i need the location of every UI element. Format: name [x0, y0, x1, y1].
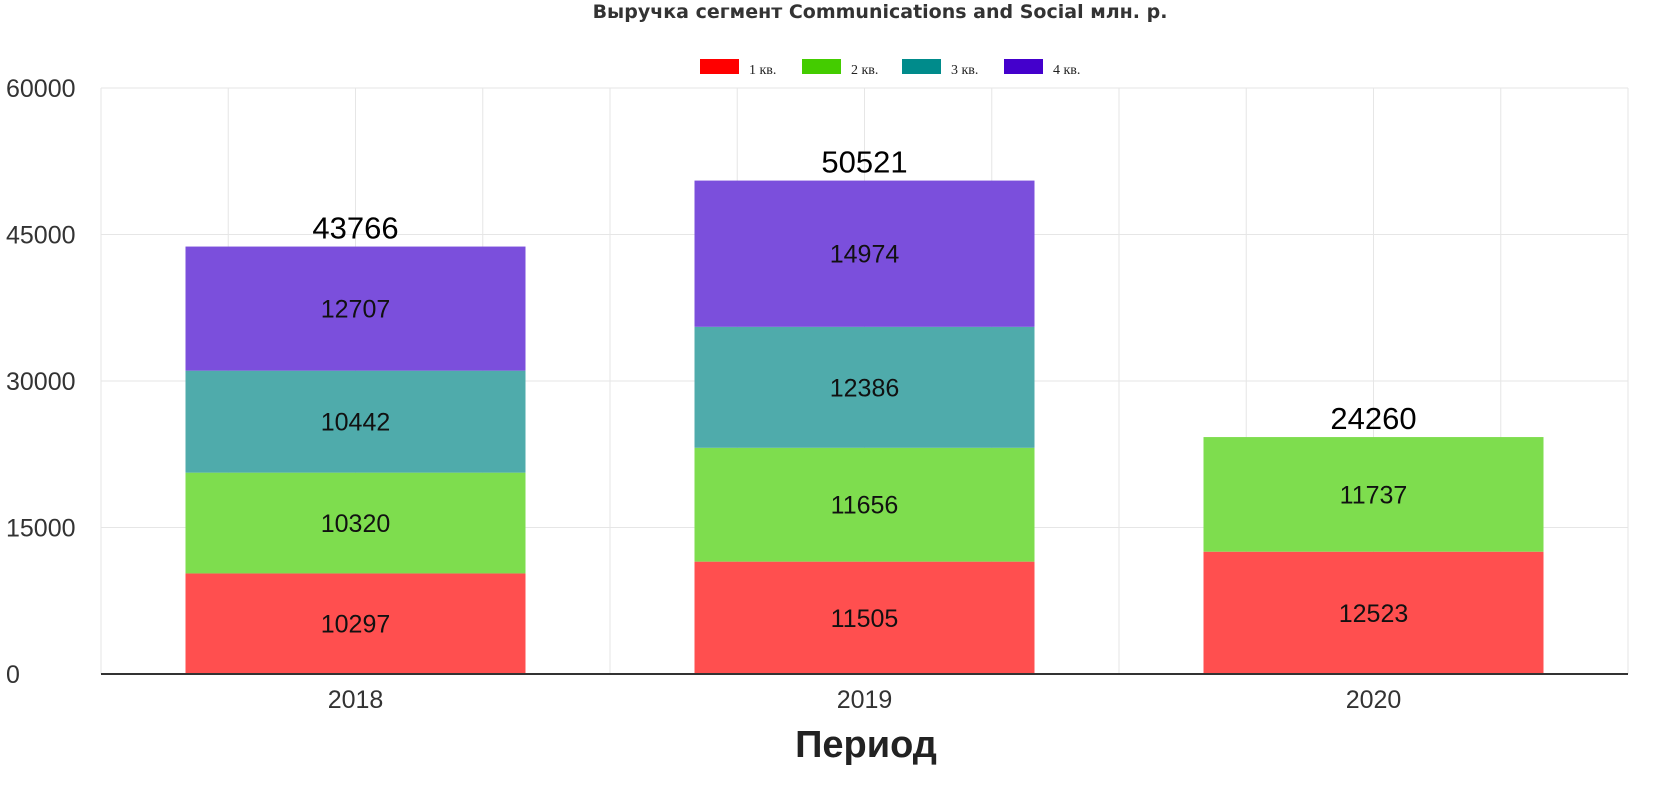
bar-value-label: 12523 [1339, 600, 1409, 628]
legend: 1 кв. 2 кв. 3 кв. 4 кв. [700, 59, 1080, 78]
legend-item-q3[interactable]: 3 кв. [902, 59, 978, 78]
legend-item-q1[interactable]: 1 кв. [700, 59, 776, 78]
bar-value-label: 11737 [1340, 481, 1408, 509]
bar-2018-q4[interactable] [185, 246, 526, 371]
x-tick-label: 2019 [837, 686, 893, 714]
bar-value-label: 10320 [321, 510, 391, 538]
legend-item-q4[interactable]: 4 кв. [1004, 59, 1080, 78]
bar-value-label: 10442 [321, 409, 391, 437]
bar-2019-q3[interactable] [694, 326, 1035, 448]
bar-stack-2018: 10297 10320 10442 12707 43766 [185, 211, 526, 674]
bar-value-label: 10297 [321, 611, 391, 639]
y-tick-label: 15000 [6, 515, 76, 543]
bar-2020-q1[interactable] [1203, 551, 1544, 674]
bar-2018-q3[interactable] [185, 370, 526, 473]
y-tick-label: 30000 [6, 368, 76, 396]
bar-2019-q4[interactable] [694, 180, 1035, 327]
legend-swatch [802, 59, 841, 74]
bar-value-label: 11656 [831, 492, 899, 520]
legend-label: 3 кв. [951, 63, 978, 78]
bar-2019-q2[interactable] [694, 447, 1035, 562]
x-axis: 2018 2019 2020 [101, 673, 1628, 714]
legend-swatch [902, 59, 941, 74]
bar-value-label: 11505 [831, 605, 899, 633]
bar-2019-q1[interactable] [694, 561, 1035, 674]
chart-title: Выручка сегмент Communications and Socia… [593, 1, 1168, 23]
x-tick-label: 2018 [328, 686, 384, 714]
bar-2018-q2[interactable] [185, 472, 526, 574]
bar-total-label: 24260 [1330, 401, 1416, 436]
y-tick-label: 45000 [6, 222, 76, 250]
y-axis: 0 15000 30000 45000 60000 [6, 75, 76, 689]
legend-label: 4 кв. [1053, 63, 1080, 78]
legend-swatch [700, 59, 739, 74]
x-axis-label: Период [795, 724, 937, 766]
bar-value-label: 14974 [830, 241, 900, 269]
bar-value-label: 12707 [321, 296, 391, 324]
legend-swatch [1004, 59, 1043, 74]
y-tick-label: 60000 [6, 75, 76, 103]
bar-stack-2020: 12523 11737 24260 [1203, 401, 1544, 674]
legend-item-q2[interactable]: 2 кв. [802, 59, 878, 78]
bar-total-label: 43766 [312, 211, 398, 246]
legend-label: 1 кв. [749, 63, 776, 78]
x-tick-label: 2020 [1346, 686, 1402, 714]
bars: 10297 10320 10442 12707 43766 11505 11656 12386… [185, 145, 1544, 674]
y-tick-label: 0 [6, 661, 20, 689]
bar-total-label: 50521 [821, 145, 907, 180]
legend-label: 2 кв. [851, 63, 878, 78]
bar-stack-2019: 11505 11656 12386 14974 50521 [694, 145, 1035, 674]
bar-value-label: 12386 [830, 374, 900, 402]
bar-2020-q2[interactable] [1203, 437, 1544, 552]
bar-2018-q1[interactable] [185, 573, 526, 674]
